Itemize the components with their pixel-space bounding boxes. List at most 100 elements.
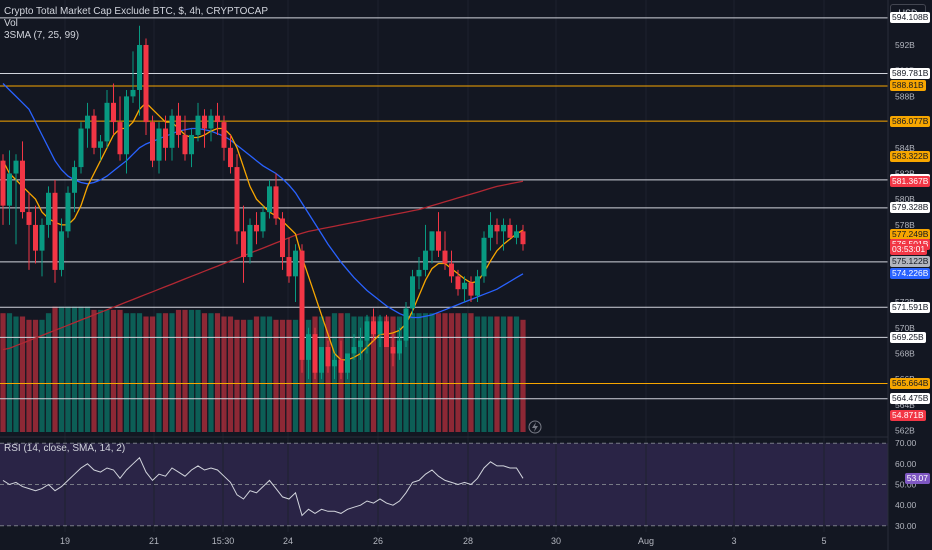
volume-label: Vol xyxy=(4,18,18,29)
candle-body xyxy=(7,173,12,206)
volume-bar xyxy=(513,316,520,432)
volume-bar xyxy=(143,316,149,432)
candle xyxy=(150,115,155,168)
candle-body xyxy=(202,115,207,129)
candle xyxy=(234,154,240,245)
candle-body xyxy=(260,212,266,232)
candle xyxy=(377,314,383,348)
candle xyxy=(182,115,188,161)
rsi-indicator-label[interactable]: RSI (14, close, SMA, 14, 2) xyxy=(4,443,126,454)
candle xyxy=(156,122,162,174)
replay-icon[interactable] xyxy=(528,420,542,434)
sma99-line xyxy=(2,180,524,351)
candle xyxy=(78,122,84,174)
rsi-axis[interactable]: 70.00 60.00 50.00 40.00 30.00 xyxy=(895,438,917,531)
volume-bar xyxy=(370,316,377,432)
rsi-pane xyxy=(0,442,888,527)
candle xyxy=(449,250,454,283)
candle-body xyxy=(65,192,71,232)
volume-bar xyxy=(240,319,247,432)
candle xyxy=(436,212,441,258)
volume-bar xyxy=(390,316,396,432)
level-tag: 589.781B xyxy=(890,68,931,79)
candle-body xyxy=(416,269,422,277)
candle xyxy=(33,205,38,264)
price-tick-label: 592B xyxy=(895,40,915,50)
volume-bar xyxy=(169,313,175,432)
volume-bar xyxy=(253,316,260,432)
candle xyxy=(267,179,272,219)
price-tick-label: 578B xyxy=(895,220,915,230)
level-tag: 579.328B xyxy=(890,202,931,214)
volume-bar xyxy=(279,319,286,432)
volume-bar xyxy=(149,316,156,432)
volume-bar xyxy=(468,313,474,432)
candle-body xyxy=(481,237,487,277)
candle-body xyxy=(221,122,227,148)
candle-body xyxy=(117,122,123,155)
candle-body xyxy=(475,276,480,296)
volume-bar xyxy=(78,306,84,432)
candle xyxy=(143,38,149,135)
volume-bar xyxy=(273,319,279,432)
candle-body xyxy=(26,212,32,225)
volume-bars xyxy=(0,306,526,432)
candle xyxy=(130,51,136,103)
candle xyxy=(228,134,233,174)
volume-bar xyxy=(481,316,487,432)
candle xyxy=(189,128,194,168)
candle xyxy=(520,224,526,251)
price-tick-label: 588B xyxy=(895,91,915,101)
volume-bar xyxy=(383,316,390,432)
candle-body xyxy=(319,347,324,373)
candle-body xyxy=(520,231,526,245)
candle-body xyxy=(325,347,331,367)
level-tag: 594.108B xyxy=(890,12,931,24)
candle xyxy=(507,218,513,238)
volume-bar xyxy=(227,316,234,432)
time-axis[interactable]: 19 21 15:30 24 26 28 30 Aug 3 5 xyxy=(60,536,827,546)
volume-bar xyxy=(500,316,507,432)
chart-title: Crypto Total Market Cap Exclude BTC, $, … xyxy=(4,6,268,17)
candle-body xyxy=(111,102,116,123)
candle xyxy=(20,141,25,219)
candle xyxy=(332,353,337,380)
level-tag: 575.122B xyxy=(890,256,931,268)
volume-bar xyxy=(520,319,526,432)
time-tick-label: 30 xyxy=(551,536,561,546)
candle xyxy=(410,269,415,315)
volume-bar xyxy=(45,313,52,432)
candle-body xyxy=(384,321,389,348)
candle-body xyxy=(390,347,396,354)
candle-body xyxy=(436,231,441,251)
volume-bar xyxy=(97,309,104,432)
candle-body xyxy=(507,224,513,238)
candle xyxy=(416,257,422,290)
sma-indicator-label[interactable]: 3SMA (7, 25, 99) xyxy=(4,30,80,41)
candle xyxy=(52,179,58,283)
candle-body xyxy=(208,115,214,129)
candle xyxy=(475,269,480,303)
candle-body xyxy=(442,250,448,264)
volume-bar xyxy=(435,313,442,432)
volume-bar xyxy=(39,319,45,432)
rsi-tick-label: 30.00 xyxy=(895,521,917,531)
candle xyxy=(46,186,51,238)
candle-body xyxy=(299,250,305,360)
candle xyxy=(273,173,279,225)
candle-body xyxy=(351,347,357,354)
candle xyxy=(371,308,376,341)
volume-bar xyxy=(221,316,227,432)
candle xyxy=(423,224,428,277)
candle-body xyxy=(358,340,363,348)
candle-body xyxy=(104,102,110,142)
rsi-tick-label: 50.00 xyxy=(895,480,917,490)
volume-bar xyxy=(416,313,422,432)
candle xyxy=(85,102,90,148)
candle-body xyxy=(332,359,337,367)
candle-body xyxy=(20,160,25,213)
volume-bar xyxy=(377,316,383,432)
candle-body xyxy=(137,44,142,90)
volume-bar xyxy=(325,316,331,432)
